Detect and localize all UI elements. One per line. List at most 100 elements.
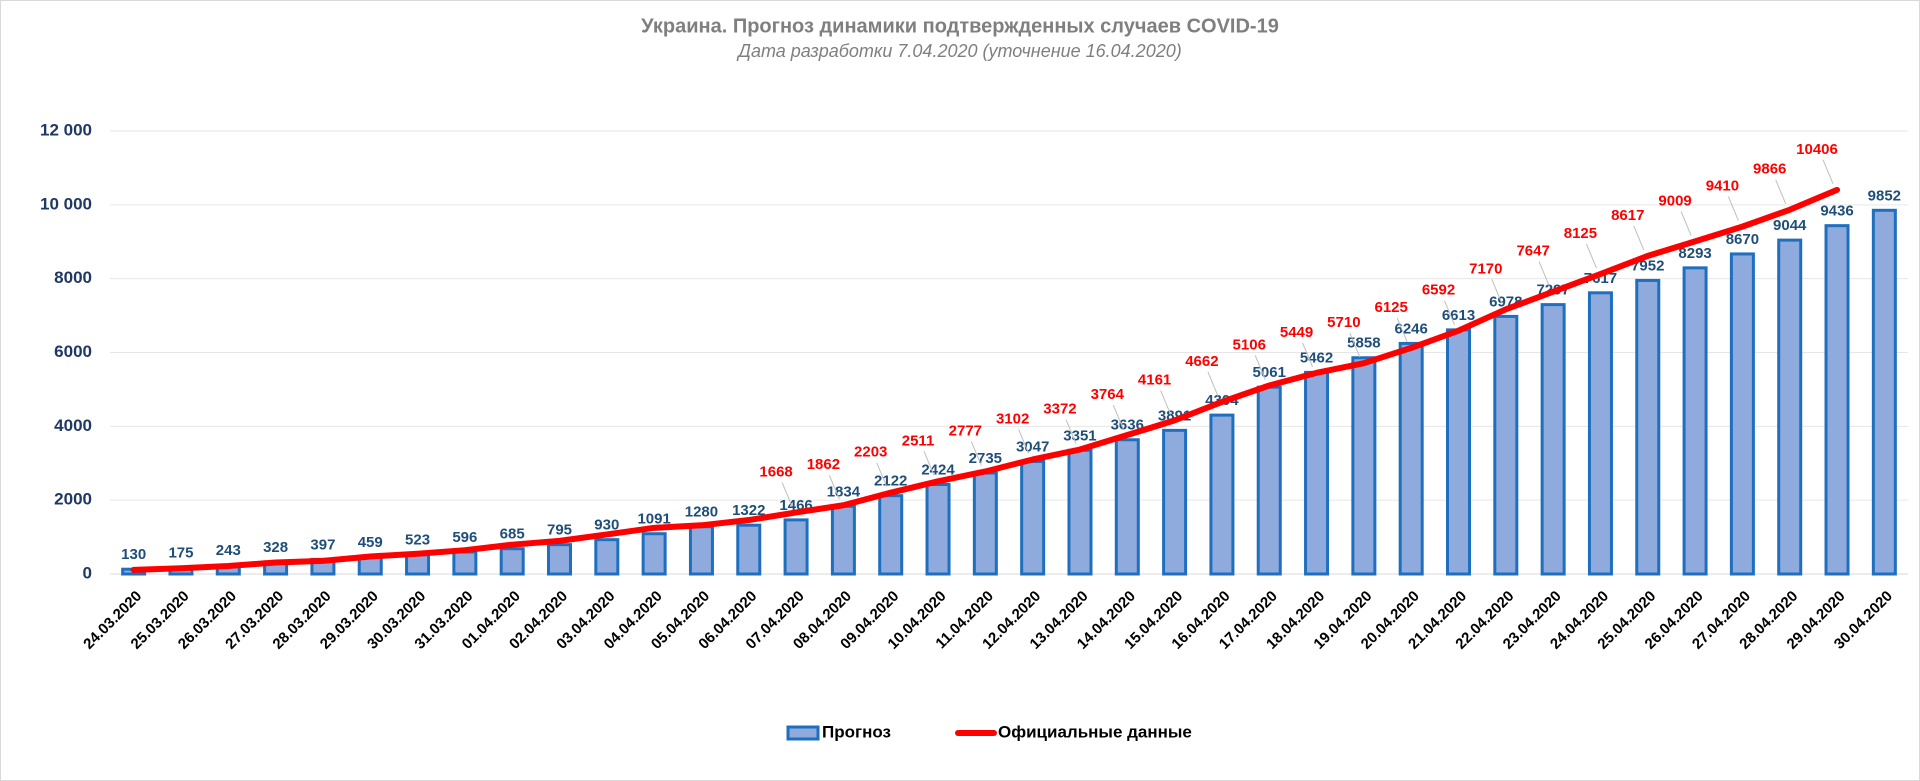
bar [1824,224,1850,576]
bar [1777,238,1803,576]
bar-label: 6613 [1442,307,1475,324]
y-tick-label: 10 000 [40,194,92,213]
line-label: 3372 [1043,400,1076,417]
bar [1351,356,1377,576]
y-tick-label: 0 [83,563,92,582]
bar [1729,252,1755,576]
bar-label: 9436 [1820,203,1853,220]
line-label: 2777 [949,422,982,439]
y-tick-label: 6000 [54,342,92,361]
bar-label: 1322 [732,502,765,519]
leader-line [1585,243,1597,269]
bar-label: 3351 [1063,427,1096,444]
bar [1162,428,1188,576]
bar-label: 1280 [685,504,718,521]
legend-label: Прогноз [822,722,891,741]
leader-line [1633,225,1645,251]
bar-label: 175 [168,545,193,562]
chart-title: Украина. Прогноз динамики подтвержденных… [641,15,1279,37]
bar-label: 2735 [969,450,1002,467]
leader-line [1160,390,1172,415]
line-label: 8125 [1564,225,1597,242]
leader-line [1491,279,1503,304]
line-label: 2203 [854,444,887,461]
bar [641,532,667,576]
bar [1067,448,1093,576]
line-label: 6592 [1422,282,1455,299]
bar [1682,266,1708,576]
bar-label: 328 [263,539,288,556]
leader-line [1538,261,1550,286]
bar [925,483,951,576]
bar-label: 9044 [1773,217,1807,234]
leader-line [1018,429,1030,454]
bar [1256,385,1282,576]
bar [688,525,714,576]
leader-line [1302,342,1314,368]
line-label: 5449 [1280,324,1313,341]
bar-label: 523 [405,532,430,549]
bar [1587,291,1613,576]
line-label: 8617 [1611,207,1644,224]
bar [1020,460,1046,576]
line-label: 5106 [1233,336,1266,353]
bar [1493,314,1519,576]
bar-label: 5858 [1347,335,1380,352]
line-label: 9410 [1706,178,1739,195]
leader-line [1254,355,1266,380]
bar [405,553,431,576]
bar [830,504,856,576]
leader-line [970,441,982,466]
y-tick-label: 8000 [54,268,92,287]
bar-label: 9852 [1868,187,1901,204]
leader-line [1065,419,1077,444]
leader-line [1727,196,1739,221]
bar-label: 243 [216,542,241,559]
line-label: 4662 [1185,353,1218,370]
bar [1446,328,1471,576]
leader-line [1349,333,1361,358]
bar-label: 795 [547,522,572,539]
line-label: 10406 [1796,141,1838,158]
bar [1209,413,1235,576]
y-tick-label: 4000 [54,416,92,435]
line-label: 7647 [1516,243,1549,260]
bar [499,547,525,576]
leader-line [876,462,888,487]
line-label: 1862 [807,456,840,473]
bar [1114,438,1140,576]
leader-line [781,482,793,507]
line-label: 5710 [1327,314,1360,331]
bar-label: 8670 [1726,231,1759,248]
bar-label: 596 [452,529,477,546]
line-label: 7170 [1469,260,1502,277]
legend-swatch [786,725,820,741]
bar-label: 397 [310,536,335,553]
leader-line [1112,404,1124,430]
line-label: 6125 [1374,299,1407,316]
bar-label: 459 [358,534,383,551]
leader-line [1680,211,1692,236]
y-tick-label: 2000 [54,490,92,509]
bar [1871,208,1897,576]
line-label: 1668 [759,463,792,480]
line [130,186,1841,573]
bar-label: 130 [121,546,146,563]
bar-label: 3047 [1016,438,1049,455]
bar-label: 1834 [827,483,861,500]
bar [1635,278,1661,576]
bar [1540,303,1566,576]
bar-label: 1091 [637,511,670,528]
line-label: 9009 [1658,192,1691,209]
bar [783,518,809,576]
leader-line [1207,371,1219,397]
line-label: 4161 [1138,371,1171,388]
bar-label: 6246 [1394,320,1427,337]
bar-label: 930 [594,517,619,534]
bar-label: 5061 [1253,364,1286,381]
bar-label: 8293 [1678,245,1711,262]
bar-label: 685 [500,526,525,543]
bar [594,538,620,576]
line-label: 9866 [1753,161,1786,178]
